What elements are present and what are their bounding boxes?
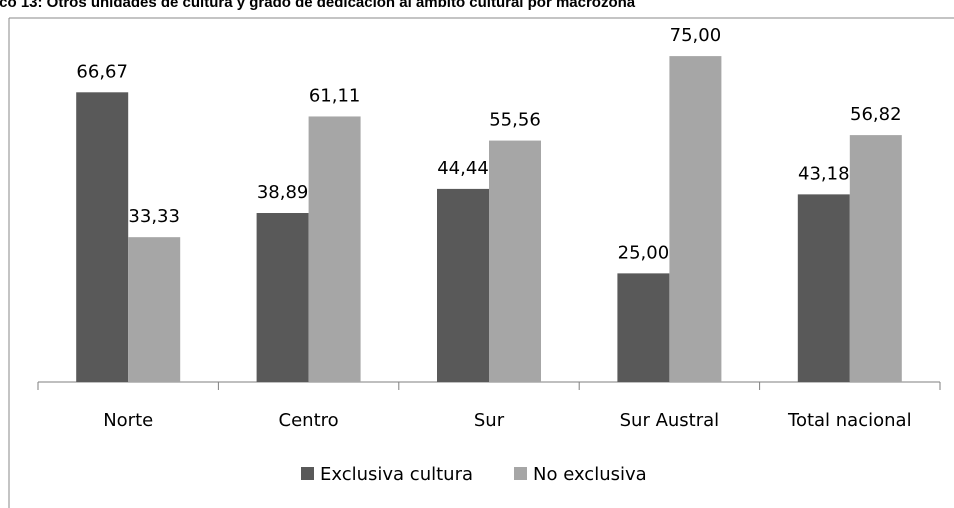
legend-swatch-exclusiva: [301, 467, 314, 480]
category-label: Sur Austral: [620, 410, 720, 431]
legend-swatch-no-exclusiva: [514, 467, 527, 480]
category-label: Total nacional: [787, 410, 912, 431]
data-label-exclusiva-3: 25,00: [618, 242, 670, 263]
bar-exclusiva-2: [437, 188, 489, 382]
bar-no-exclusiva-4: [849, 135, 902, 382]
data-label-exclusiva-0: 66,67: [76, 61, 128, 82]
data-label-exclusiva-2: 44,44: [437, 158, 489, 179]
chart-title: ico 13: Otros unidades de cultura y grad…: [0, 0, 636, 11]
bar-exclusiva-3: [617, 273, 670, 382]
bar-no-exclusiva-2: [489, 140, 541, 382]
bar-no-exclusiva-0: [128, 237, 181, 382]
bar-no-exclusiva-3: [669, 56, 722, 382]
bar-no-exclusiva-1: [308, 116, 361, 383]
bar-exclusiva-4: [797, 194, 850, 382]
legend-label-no-exclusiva: No exclusiva: [533, 464, 647, 485]
data-label-no-exclusiva-3: 75,00: [670, 25, 722, 46]
legend: Exclusiva cultura No exclusiva: [301, 464, 647, 485]
data-label-no-exclusiva-0: 33,33: [128, 206, 180, 227]
data-label-no-exclusiva-1: 61,11: [309, 85, 361, 106]
data-label-exclusiva-1: 38,89: [257, 182, 309, 203]
data-label-no-exclusiva-4: 56,82: [850, 104, 902, 125]
data-label-no-exclusiva-2: 55,56: [489, 110, 541, 131]
bar-exclusiva-0: [76, 92, 129, 382]
category-label: Norte: [103, 410, 153, 431]
category-label: Sur: [474, 410, 505, 431]
legend-label-exclusiva: Exclusiva cultura: [320, 464, 473, 485]
data-label-exclusiva-4: 43,18: [798, 163, 850, 184]
bar-exclusiva-1: [256, 213, 309, 382]
plot-area: 66,67 33,33 Norte 38,89 61,11 Centro 44,44 55,5…: [37, 25, 941, 431]
category-label: Centro: [279, 410, 339, 431]
